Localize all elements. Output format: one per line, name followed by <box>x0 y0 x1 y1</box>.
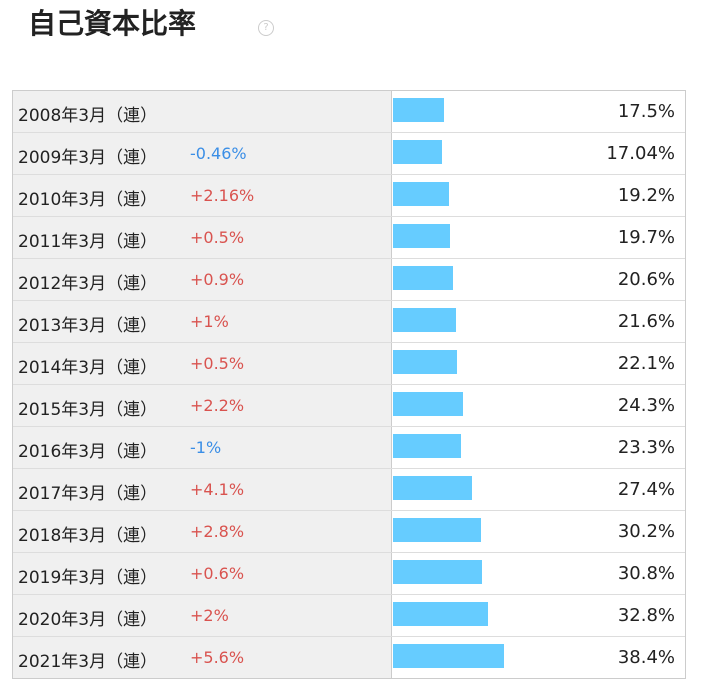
value-label: 22.1% <box>617 353 675 374</box>
change-label: +5.6% <box>190 648 245 667</box>
label-cell: 2018年3月（連） +2.8% <box>13 511 392 552</box>
value-label: 30.8% <box>617 563 675 584</box>
value-label: 19.7% <box>617 227 675 248</box>
change-label: +2.2% <box>190 396 245 415</box>
help-icon[interactable]: ? <box>258 20 274 36</box>
bar <box>393 350 458 374</box>
value-label: 23.3% <box>617 437 675 458</box>
change-label: +0.5% <box>190 228 245 247</box>
label-cell: 2019年3月（連） +0.6% <box>13 553 392 594</box>
bar <box>393 266 453 290</box>
period-label: 2010年3月（連） <box>18 190 158 210</box>
table-row: 2014年3月（連） +0.5% 22.1% <box>13 342 685 384</box>
period-label: 2008年3月（連） <box>18 106 158 126</box>
label-cell: 2016年3月（連） -1% <box>13 427 392 468</box>
change-label: +2.8% <box>190 522 245 541</box>
period-label: 2017年3月（連） <box>18 484 158 504</box>
bar <box>393 224 451 248</box>
period-label: 2009年3月（連） <box>18 148 158 168</box>
table-row: 2008年3月（連） 17.5% <box>13 91 685 132</box>
label-cell: 2021年3月（連） +5.6% <box>13 637 392 678</box>
value-label: 24.3% <box>617 395 675 416</box>
value-label: 32.8% <box>617 605 675 626</box>
table-row: 2012年3月（連） +0.9% 20.6% <box>13 258 685 300</box>
change-label: -1% <box>190 438 222 457</box>
change-label: +2% <box>190 606 229 625</box>
bar <box>393 560 483 584</box>
label-cell: 2017年3月（連） +4.1% <box>13 469 392 510</box>
table-row: 2016年3月（連） -1% 23.3% <box>13 426 685 468</box>
table-row: 2020年3月（連） +2% 32.8% <box>13 594 685 636</box>
label-cell: 2013年3月（連） +1% <box>13 301 392 342</box>
table-row: 2010年3月（連） +2.16% 19.2% <box>13 174 685 216</box>
label-cell: 2015年3月（連） +2.2% <box>13 385 392 426</box>
bar <box>393 182 449 206</box>
period-label: 2011年3月（連） <box>18 232 158 252</box>
label-cell: 2010年3月（連） +2.16% <box>13 175 392 216</box>
change-label: +4.1% <box>190 480 245 499</box>
table-row: 2013年3月（連） +1% 21.6% <box>13 300 685 342</box>
change-label: +0.6% <box>190 564 245 583</box>
period-label: 2012年3月（連） <box>18 274 158 294</box>
period-label: 2019年3月（連） <box>18 568 158 588</box>
period-label: 2021年3月（連） <box>18 652 158 672</box>
value-label: 21.6% <box>617 311 675 332</box>
period-label: 2013年3月（連） <box>18 316 158 336</box>
bar <box>393 140 443 164</box>
value-label: 20.6% <box>617 269 675 290</box>
value-label: 30.2% <box>617 521 675 542</box>
table-row: 2021年3月（連） +5.6% 38.4% <box>13 636 685 678</box>
table-row: 2017年3月（連） +4.1% 27.4% <box>13 468 685 510</box>
value-label: 27.4% <box>617 479 675 500</box>
period-label: 2014年3月（連） <box>18 358 158 378</box>
value-label: 19.2% <box>617 185 675 206</box>
bar <box>393 434 461 458</box>
change-label: +0.9% <box>190 270 245 289</box>
value-label: 17.04% <box>606 143 675 164</box>
table: 2008年3月（連） 17.5% 2009年3月（連） -0.46% 17.04% 201… <box>12 90 686 679</box>
bar <box>393 308 456 332</box>
period-label: 2016年3月（連） <box>18 442 158 462</box>
label-cell: 2020年3月（連） +2% <box>13 595 392 636</box>
label-cell: 2011年3月（連） +0.5% <box>13 217 392 258</box>
bar <box>393 392 464 416</box>
period-label: 2015年3月（連） <box>18 400 158 420</box>
bar <box>393 602 489 626</box>
label-cell: 2012年3月（連） +0.9% <box>13 259 392 300</box>
period-label: 2018年3月（連） <box>18 526 158 546</box>
table-row: 2011年3月（連） +0.5% 19.7% <box>13 216 685 258</box>
bar <box>393 476 473 500</box>
table-row: 2018年3月（連） +2.8% 30.2% <box>13 510 685 552</box>
label-cell: 2014年3月（連） +0.5% <box>13 343 392 384</box>
table-row: 2015年3月（連） +2.2% 24.3% <box>13 384 685 426</box>
period-label: 2020年3月（連） <box>18 610 158 630</box>
table-row: 2009年3月（連） -0.46% 17.04% <box>13 132 685 174</box>
bar <box>393 98 444 122</box>
label-cell: 2008年3月（連） <box>13 91 392 132</box>
table-row: 2019年3月（連） +0.6% 30.8% <box>13 552 685 594</box>
bar <box>393 644 505 668</box>
label-cell: 2009年3月（連） -0.46% <box>13 133 392 174</box>
change-label: -0.46% <box>190 144 247 163</box>
bar <box>393 518 481 542</box>
change-label: +2.16% <box>190 186 255 205</box>
value-label: 17.5% <box>617 101 675 122</box>
change-label: +1% <box>190 312 229 331</box>
title: 自己資本比率 <box>28 7 197 40</box>
change-label: +0.5% <box>190 354 245 373</box>
value-label: 38.4% <box>617 647 675 668</box>
